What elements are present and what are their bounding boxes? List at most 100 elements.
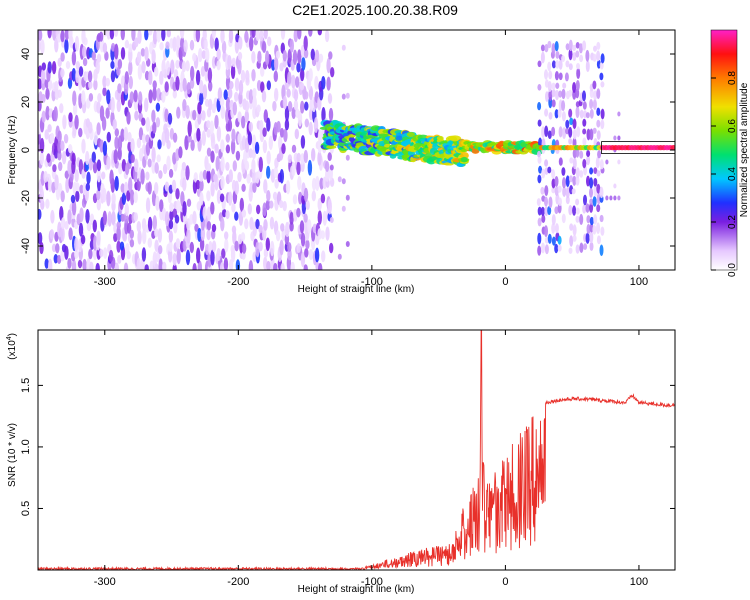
- noise-cell: [327, 198, 332, 215]
- noise-cell: [182, 177, 187, 192]
- signal-cell: [355, 142, 366, 147]
- noise-cell: [64, 245, 69, 260]
- noise-cell: [109, 30, 115, 40]
- burst-cell: [583, 243, 588, 250]
- noise-cell: [303, 264, 308, 270]
- burst-cell: [568, 108, 573, 118]
- burst-cell: [585, 232, 590, 244]
- snr-y-axis-label: SNR (10 * v/v): [7, 423, 18, 487]
- noise-cell: [321, 107, 326, 123]
- noise-cell: [241, 209, 247, 218]
- burst-cell: [541, 168, 546, 179]
- noise-cell: [303, 149, 308, 164]
- noise-cell: [238, 36, 243, 50]
- noise-cell: [303, 187, 309, 202]
- snr-x-axis-label: Height of straight line (km): [298, 584, 415, 595]
- noise-cell: [220, 175, 225, 190]
- burst-cell: [565, 195, 570, 205]
- burst-cell: [551, 88, 556, 98]
- x-tick-label: 0: [502, 576, 508, 588]
- burst-cell: [585, 49, 590, 62]
- noise-cell: [216, 247, 221, 262]
- noise-cell: [304, 90, 309, 100]
- burst-cell: [569, 157, 574, 164]
- burst-cell: [589, 108, 594, 119]
- noise-cell: [147, 237, 152, 248]
- noise-cell: [193, 172, 198, 183]
- burst-cell: [599, 61, 604, 70]
- noise-cell: [58, 161, 63, 172]
- noise-cell: [183, 39, 188, 53]
- noise-cell: [210, 132, 215, 144]
- noise-cell: [190, 65, 195, 81]
- noise-cell: [210, 181, 215, 197]
- noise-cell: [216, 97, 221, 113]
- noise-cell: [287, 49, 292, 65]
- burst-cell: [544, 159, 549, 167]
- noise-cell: [52, 30, 57, 41]
- noise-cell: [164, 108, 169, 123]
- noise-cell: [171, 179, 177, 193]
- burst-cell: [558, 157, 563, 166]
- noise-cell: [54, 231, 59, 242]
- noise-cell: [53, 254, 58, 264]
- noise-cell: [311, 147, 316, 162]
- noise-cell: [297, 30, 302, 40]
- noise-cell: [262, 127, 267, 138]
- noise-cell: [300, 153, 305, 165]
- noise-cell: [57, 89, 62, 99]
- burst-cell: [592, 53, 597, 62]
- noise-cell: [96, 101, 101, 114]
- noise-cell: [206, 206, 212, 222]
- noise-cell: [263, 248, 269, 258]
- noise-cell: [156, 30, 161, 43]
- noise-cell: [137, 64, 143, 80]
- burst-cell: [579, 54, 584, 63]
- noise-cell: [224, 231, 229, 240]
- noise-cell: [280, 30, 286, 40]
- noise-cell: [220, 217, 225, 232]
- burst-cell: [568, 175, 573, 183]
- noise-cell: [64, 170, 70, 179]
- burst-cell: [600, 108, 605, 120]
- noise-cell: [185, 165, 190, 181]
- noise-cell: [186, 198, 192, 207]
- burst-cell: [613, 135, 617, 141]
- noise-cell: [154, 239, 159, 252]
- noise-cell: [64, 38, 69, 54]
- burst-cell: [554, 223, 559, 234]
- noise-cell: [57, 150, 62, 161]
- burst-cell: [575, 207, 580, 215]
- noise-cell: [129, 239, 135, 248]
- noise-cell: [293, 99, 299, 111]
- noise-cell: [228, 87, 233, 99]
- burst-cell: [565, 43, 570, 51]
- noise-cell: [71, 259, 77, 270]
- noise-cell: [165, 60, 171, 76]
- noise-cell: [294, 128, 299, 140]
- noise-cell: [151, 49, 156, 65]
- burst-cell: [540, 186, 545, 195]
- x-tick-label: 0: [502, 276, 508, 288]
- noise-cell: [105, 107, 110, 119]
- colorbar-tick-label: 0.2: [727, 215, 738, 229]
- noise-cell: [64, 30, 70, 41]
- noise-cell: [106, 30, 111, 40]
- noise-cell: [47, 30, 52, 39]
- noise-cell: [287, 242, 292, 253]
- burst-cell: [572, 81, 577, 94]
- burst-cell: [540, 51, 545, 64]
- noise-cell: [158, 245, 163, 255]
- noise-cell: [202, 169, 208, 180]
- noise-cell: [223, 89, 228, 101]
- burst-cell: [551, 169, 556, 179]
- noise-cell: [189, 39, 195, 51]
- burst-cell: [586, 150, 591, 158]
- noise-cell: [65, 60, 71, 70]
- noise-cell: [54, 174, 59, 191]
- y-tick-label: 0.5: [20, 501, 32, 516]
- noise-cell: [228, 259, 234, 270]
- noise-cell: [136, 257, 141, 270]
- noise-cell: [185, 249, 191, 266]
- burst-cell: [596, 204, 601, 213]
